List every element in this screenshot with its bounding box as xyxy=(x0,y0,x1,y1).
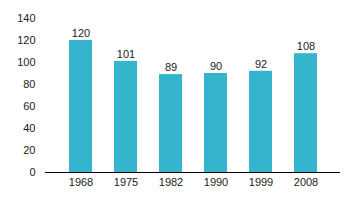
svg-text:140: 140 xyxy=(17,12,35,24)
svg-text:120: 120 xyxy=(72,27,90,39)
svg-text:101: 101 xyxy=(117,48,135,60)
svg-text:1982: 1982 xyxy=(159,176,183,188)
svg-text:92: 92 xyxy=(255,58,267,70)
svg-text:1999: 1999 xyxy=(249,176,273,188)
svg-text:60: 60 xyxy=(23,100,35,112)
svg-text:2008: 2008 xyxy=(294,176,318,188)
svg-text:90: 90 xyxy=(210,60,222,72)
svg-text:1975: 1975 xyxy=(114,176,138,188)
svg-text:108: 108 xyxy=(297,40,315,52)
svg-text:1968: 1968 xyxy=(69,176,93,188)
svg-text:40: 40 xyxy=(23,122,35,134)
svg-text:89: 89 xyxy=(165,61,177,73)
svg-text:120: 120 xyxy=(17,34,35,46)
svg-text:80: 80 xyxy=(23,78,35,90)
svg-text:0: 0 xyxy=(29,166,35,178)
svg-text:100: 100 xyxy=(17,56,35,68)
svg-text:20: 20 xyxy=(23,144,35,156)
svg-text:1990: 1990 xyxy=(204,176,228,188)
